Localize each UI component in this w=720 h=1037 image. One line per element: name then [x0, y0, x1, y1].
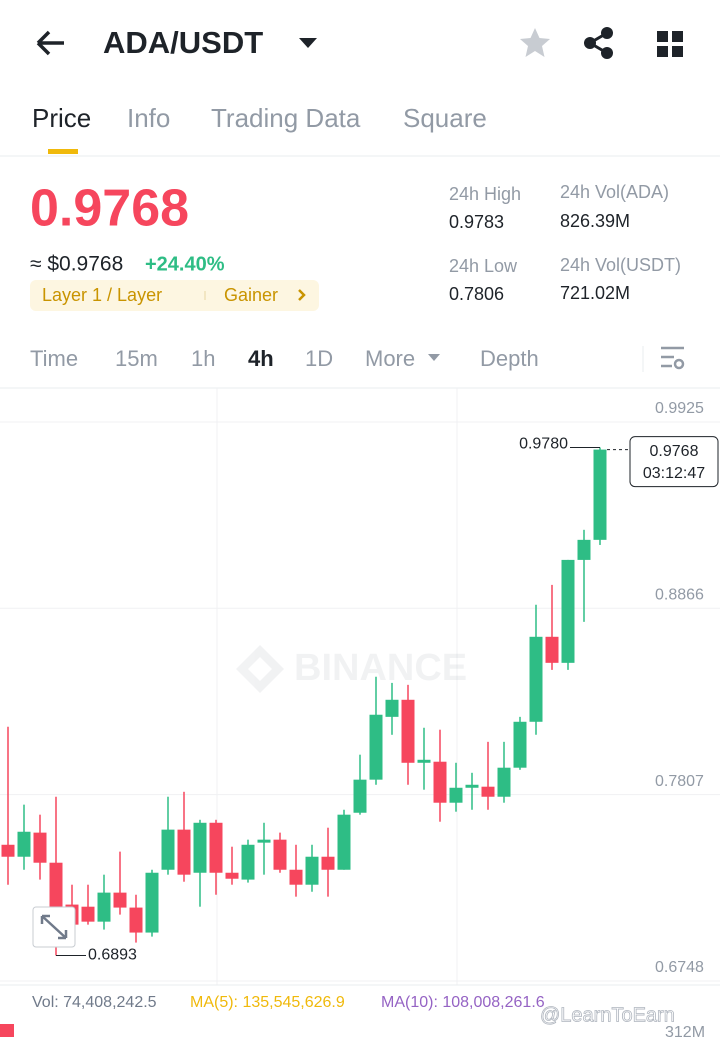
- price-change: +24.40%: [145, 253, 225, 275]
- more-caret[interactable]: [428, 354, 440, 361]
- interval[interactable]: 1h: [191, 346, 215, 371]
- candle-body: [257, 839, 271, 843]
- candle-body: [129, 907, 143, 933]
- candle-body: [193, 822, 207, 873]
- candle-body: [81, 906, 95, 922]
- menu-grid[interactable]: [657, 31, 683, 57]
- candle-body: [225, 872, 239, 879]
- candle-body: [97, 892, 111, 922]
- stat-label: 24h High: [449, 184, 521, 204]
- tab[interactable]: Trading Data: [211, 103, 361, 133]
- candle-body: [369, 714, 383, 780]
- favorite-star[interactable]: [520, 28, 550, 57]
- ma10-indicator: MA(10): 108,008,261.6: [381, 994, 545, 1011]
- plot-area: 0.9925 0.8866 0.7807 0.6748 0.9780 0.6893 0.97…: [0, 400, 720, 982]
- pair-title[interactable]: ADA/USDT: [103, 25, 263, 60]
- tag[interactable]: Gainer: [224, 285, 278, 305]
- countdown: 03:12:47: [643, 465, 705, 482]
- stat-value: 0.7806: [449, 284, 504, 304]
- candle-body: [209, 822, 223, 873]
- stat-value: 0.9783: [449, 212, 504, 232]
- volume-bar: [0, 1024, 14, 1037]
- stat-label: 24h Vol(ADA): [560, 182, 669, 202]
- watermark: BINANCE: [236, 645, 467, 693]
- candle-body: [145, 872, 159, 933]
- candle-body: [561, 559, 575, 663]
- tag-arrow: [298, 289, 306, 301]
- extreme-label: 0.9780: [519, 436, 568, 453]
- y-tick-label: 0.8866: [655, 587, 704, 604]
- interval[interactable]: 1D: [305, 346, 333, 371]
- candle-body: [497, 767, 511, 797]
- pair-dropdown[interactable]: [299, 38, 317, 48]
- candle-body: [401, 699, 415, 763]
- last-price: 0.9768: [30, 180, 189, 238]
- candle-body: [417, 759, 431, 763]
- stat-value: 721.02M: [560, 283, 630, 303]
- svg-text:BINANCE: BINANCE: [294, 647, 467, 689]
- y-tick-label: 0.6748: [655, 959, 704, 976]
- tag-pill[interactable]: [30, 280, 319, 311]
- tab[interactable]: Price: [32, 103, 91, 133]
- volume-axis-label: 312M: [665, 1024, 705, 1037]
- stat-label: 24h Vol(USDT): [560, 255, 681, 275]
- candle-body: [465, 784, 479, 788]
- stat-label: 24h Low: [449, 256, 518, 276]
- candle-body: [593, 449, 607, 540]
- candle-body: [529, 636, 543, 722]
- interval[interactable]: Depth: [480, 346, 539, 371]
- usd-price: ≈ $0.9768: [30, 253, 123, 276]
- volume-indicator: Vol: 74,408,242.5: [32, 994, 157, 1011]
- last-price-label: 0.9768: [650, 443, 699, 460]
- chart-settings[interactable]: [661, 346, 685, 370]
- tab[interactable]: Info: [127, 103, 170, 133]
- interval[interactable]: More: [365, 346, 415, 371]
- candle-body: [577, 539, 591, 560]
- stat-value: 826.39M: [560, 211, 630, 231]
- back-button[interactable]: [36, 30, 64, 56]
- interval[interactable]: 4h: [248, 346, 274, 371]
- extreme-label: 0.6893: [88, 947, 137, 964]
- candle-body: [289, 869, 303, 885]
- tab[interactable]: Square: [403, 103, 487, 133]
- candle-body: [481, 786, 495, 797]
- candle-body: [1, 844, 15, 857]
- candle-body: [433, 761, 447, 803]
- candle-body: [321, 856, 335, 870]
- candle-body: [305, 856, 319, 885]
- last-price-box: [629, 436, 719, 488]
- candle-body: [49, 862, 63, 907]
- interval[interactable]: Time: [30, 346, 78, 371]
- tab-indicator: [48, 149, 78, 154]
- candle-body: [337, 814, 351, 870]
- candle-body: [545, 636, 559, 663]
- y-tick-label: 0.9925: [655, 400, 704, 417]
- candle-body: [353, 779, 367, 813]
- candle-body: [33, 832, 47, 863]
- share-button[interactable]: [584, 27, 613, 59]
- candle-body: [113, 892, 127, 908]
- candle-body: [161, 829, 175, 870]
- candle-body: [17, 831, 31, 857]
- y-tick-label: 0.7807: [655, 773, 704, 790]
- candle-body: [241, 844, 255, 880]
- expand-button[interactable]: [32, 906, 76, 948]
- candle-body: [385, 699, 399, 717]
- ma5-indicator: MA(5): 135,545,626.9: [190, 994, 345, 1011]
- candle-body: [177, 829, 191, 875]
- interval[interactable]: 15m: [115, 346, 158, 371]
- candle-body: [513, 721, 527, 768]
- candle-body: [273, 839, 287, 870]
- candle-body: [449, 787, 463, 803]
- credit-watermark: @LearnToEarn: [540, 1004, 675, 1026]
- tag[interactable]: Layer 1 / Layer: [42, 285, 162, 305]
